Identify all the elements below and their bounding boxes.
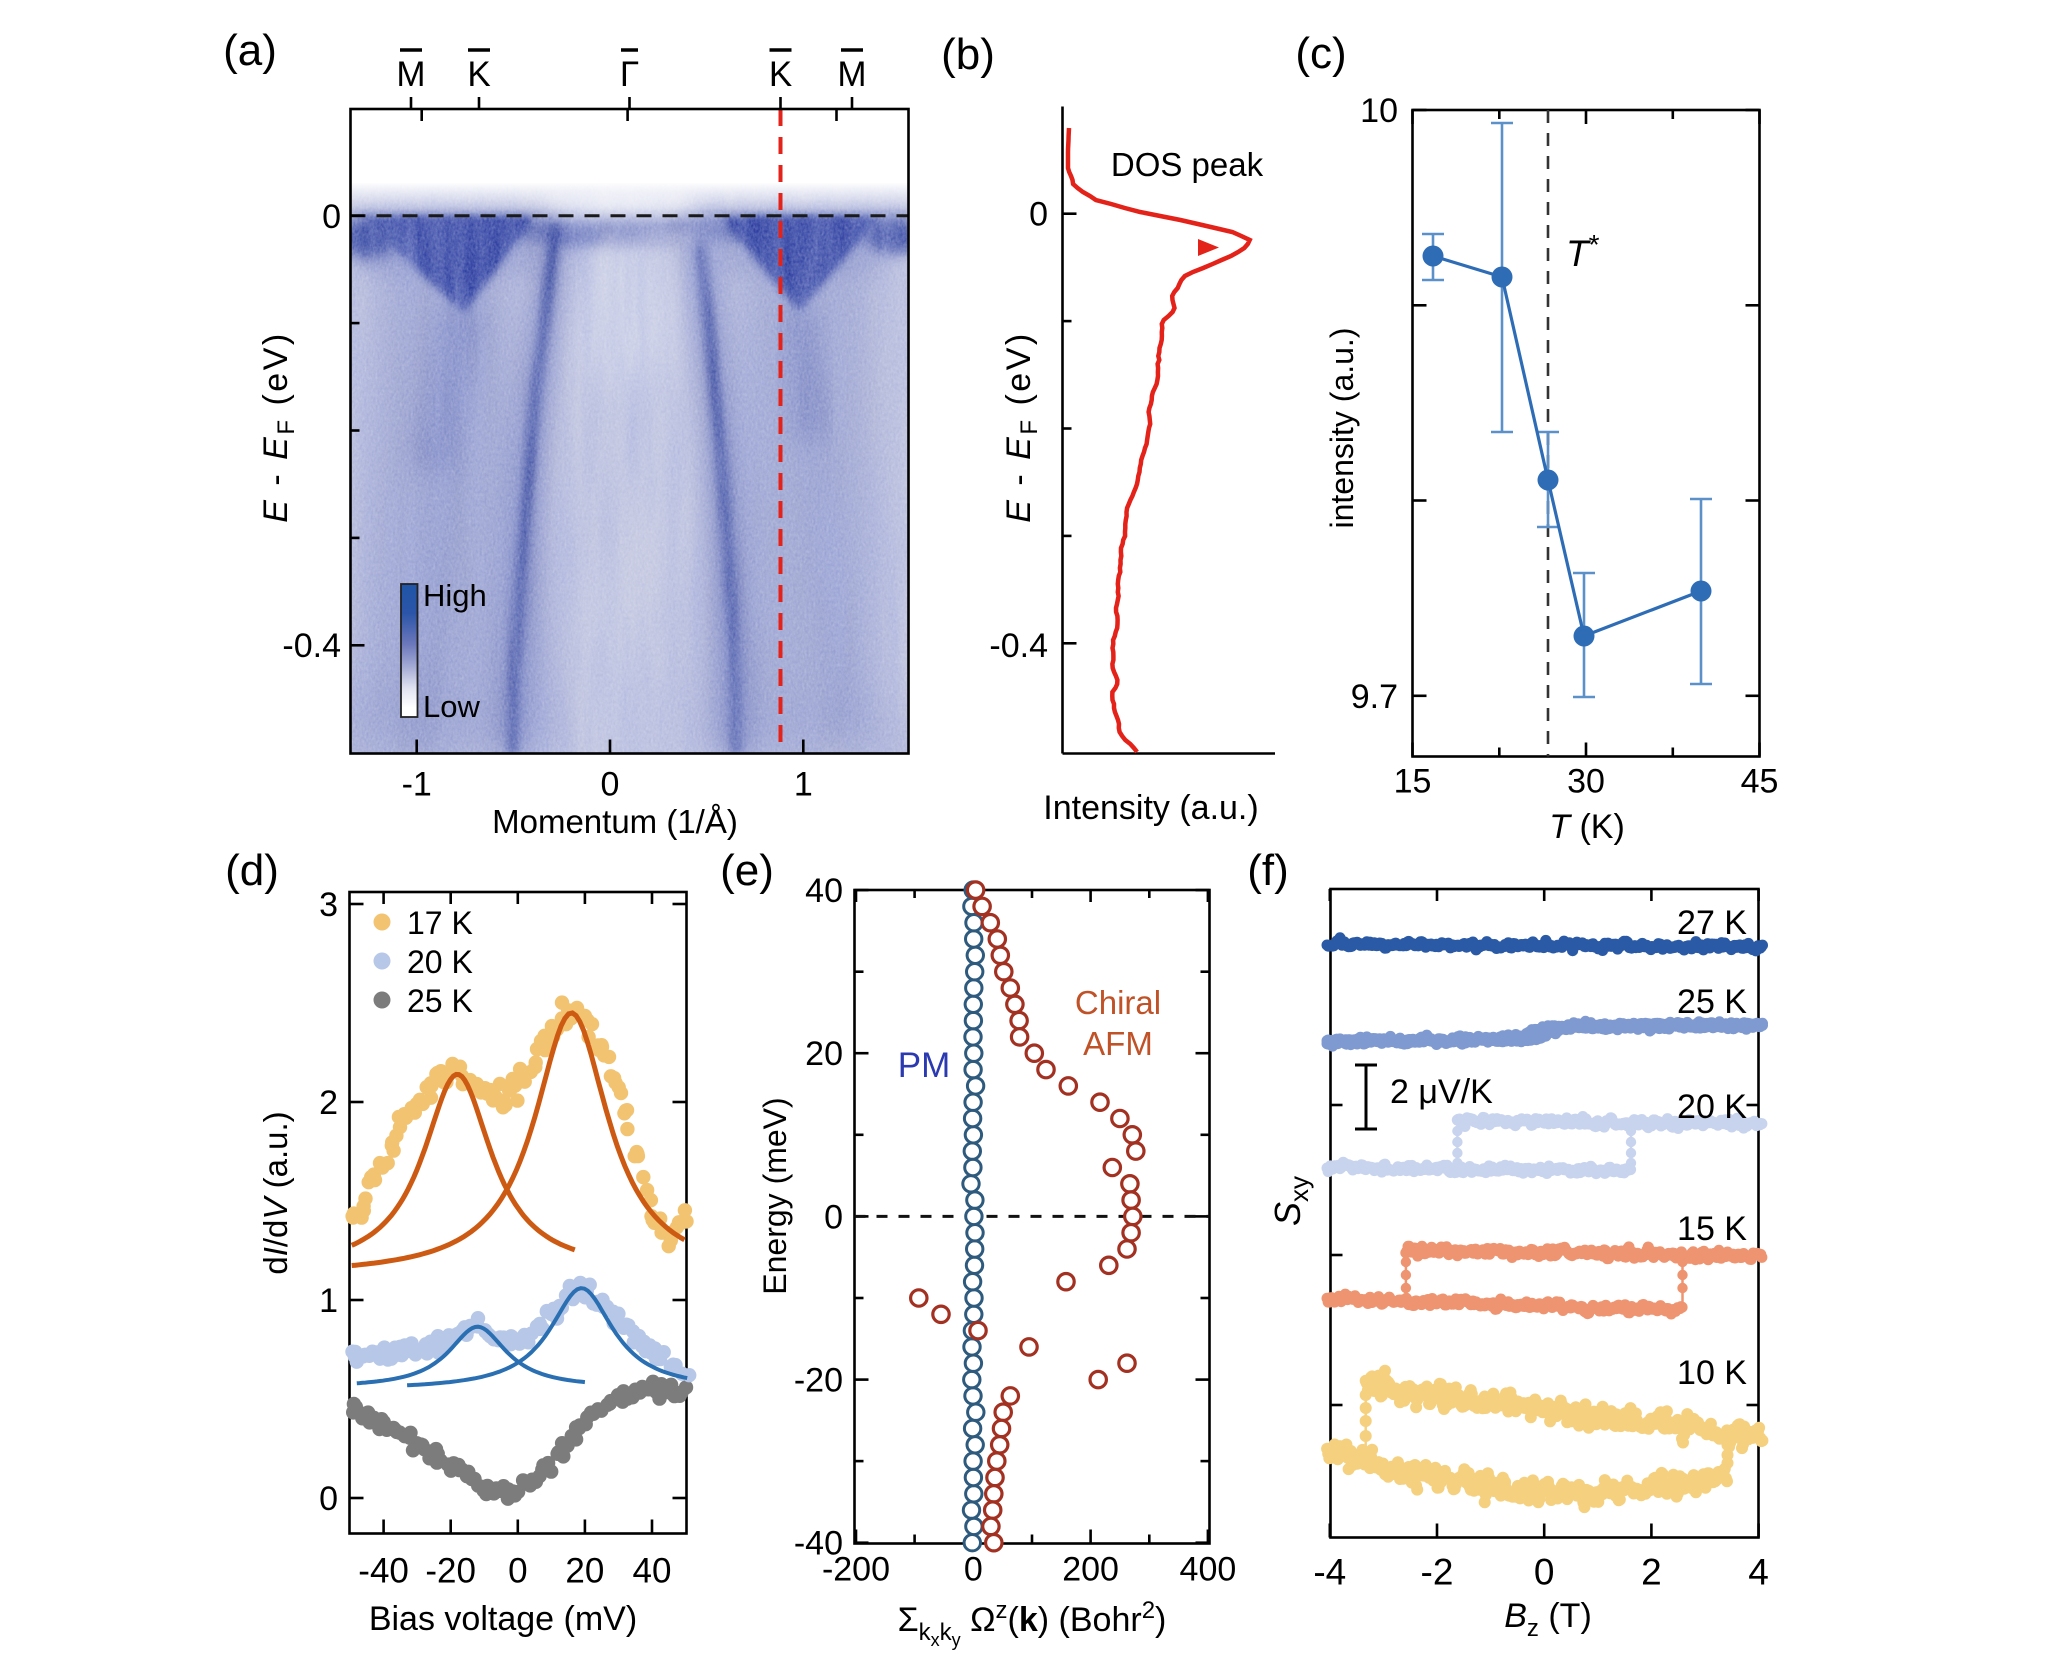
svg-text:-2: -2 <box>1421 1552 1454 1593</box>
svg-text:45: 45 <box>1741 763 1779 801</box>
svg-text:15 K: 15 K <box>1677 1210 1747 1248</box>
svg-text:T*: T* <box>1566 229 1600 274</box>
svg-text:1: 1 <box>319 1282 338 1320</box>
svg-text:15: 15 <box>1394 763 1432 801</box>
svg-text:-40: -40 <box>358 1552 409 1591</box>
svg-text:4: 4 <box>1748 1552 1769 1593</box>
svg-text:200: 200 <box>1062 1551 1119 1589</box>
svg-text:-4: -4 <box>1313 1552 1346 1593</box>
svg-text:2: 2 <box>1641 1552 1662 1593</box>
svg-text:40: 40 <box>805 872 843 910</box>
svg-text:2 μV/K: 2 μV/K <box>1390 1073 1493 1111</box>
svg-text:20: 20 <box>565 1552 604 1591</box>
svg-text:Bz (T): Bz (T) <box>1504 1597 1592 1642</box>
svg-text:0: 0 <box>1534 1552 1555 1593</box>
svg-text:20: 20 <box>805 1035 843 1073</box>
svg-text:25 K: 25 K <box>1677 983 1747 1021</box>
svg-text:E - EF (eV): E - EF (eV) <box>257 331 300 522</box>
svg-text:-1: -1 <box>402 766 432 804</box>
svg-text:0: 0 <box>964 1551 983 1589</box>
svg-text:(d): (d) <box>225 846 279 895</box>
svg-text:0: 0 <box>824 1198 843 1236</box>
svg-text:(f): (f) <box>1247 846 1289 895</box>
svg-text:1: 1 <box>794 766 813 804</box>
svg-text:DOS peak: DOS peak <box>1111 146 1264 183</box>
svg-text:K: K <box>467 55 490 94</box>
svg-text:30: 30 <box>1567 763 1605 801</box>
svg-text:20 K: 20 K <box>407 944 473 980</box>
svg-text:0: 0 <box>508 1552 527 1591</box>
svg-text:-40: -40 <box>794 1525 843 1563</box>
svg-text:0: 0 <box>322 198 341 236</box>
svg-text:9.7: 9.7 <box>1351 678 1398 716</box>
svg-text:K: K <box>769 55 792 94</box>
svg-text:(b): (b) <box>941 30 995 79</box>
svg-text:M: M <box>396 55 425 94</box>
svg-text:17 K: 17 K <box>407 905 473 941</box>
svg-text:-20: -20 <box>425 1552 476 1591</box>
svg-text:(e): (e) <box>720 846 774 895</box>
svg-text:-0.4: -0.4 <box>989 627 1048 665</box>
svg-text:Chiral: Chiral <box>1075 984 1161 1021</box>
svg-text:T (K): T (K) <box>1549 808 1625 846</box>
svg-text:3: 3 <box>319 886 338 924</box>
svg-text:Σkxky Ωz(k) (Bohr2): Σkxky Ωz(k) (Bohr2) <box>898 1597 1167 1650</box>
svg-text:25 K: 25 K <box>407 983 473 1019</box>
svg-text:PM: PM <box>898 1046 951 1085</box>
svg-text:Bias voltage (mV): Bias voltage (mV) <box>369 1600 637 1638</box>
svg-text:Sxy: Sxy <box>1267 1176 1314 1226</box>
svg-text:20 K: 20 K <box>1677 1088 1747 1126</box>
svg-text:(a): (a) <box>223 26 277 75</box>
svg-text:0: 0 <box>601 766 620 804</box>
svg-text:Intensity (a.u.): Intensity (a.u.) <box>1043 789 1258 827</box>
svg-text:(c): (c) <box>1295 29 1346 78</box>
svg-text:27 K: 27 K <box>1677 904 1747 942</box>
svg-text:10: 10 <box>1360 92 1398 130</box>
svg-text:Low: Low <box>423 689 480 724</box>
svg-text:intensity (a.u.): intensity (a.u.) <box>1324 328 1360 529</box>
svg-text:0: 0 <box>319 1480 338 1518</box>
svg-text:AFM: AFM <box>1083 1025 1153 1062</box>
svg-text:High: High <box>423 578 487 613</box>
svg-text:Γ: Γ <box>620 55 639 94</box>
svg-text:0: 0 <box>1029 196 1048 234</box>
svg-text:10 K: 10 K <box>1677 1354 1747 1392</box>
svg-text:Energy (meV): Energy (meV) <box>757 1097 793 1294</box>
svg-text:dI/dV (a.u.): dI/dV (a.u.) <box>257 1111 294 1274</box>
svg-text:-20: -20 <box>794 1362 843 1400</box>
svg-text:2: 2 <box>319 1084 338 1122</box>
svg-text:Momentum (1/Å): Momentum (1/Å) <box>492 803 738 840</box>
svg-text:40: 40 <box>633 1552 672 1591</box>
svg-text:-200: -200 <box>822 1551 890 1589</box>
svg-text:E - EF (eV): E - EF (eV) <box>1000 331 1043 522</box>
svg-text:400: 400 <box>1180 1551 1237 1589</box>
svg-text:M: M <box>837 55 866 94</box>
svg-text:-0.4: -0.4 <box>282 627 341 665</box>
